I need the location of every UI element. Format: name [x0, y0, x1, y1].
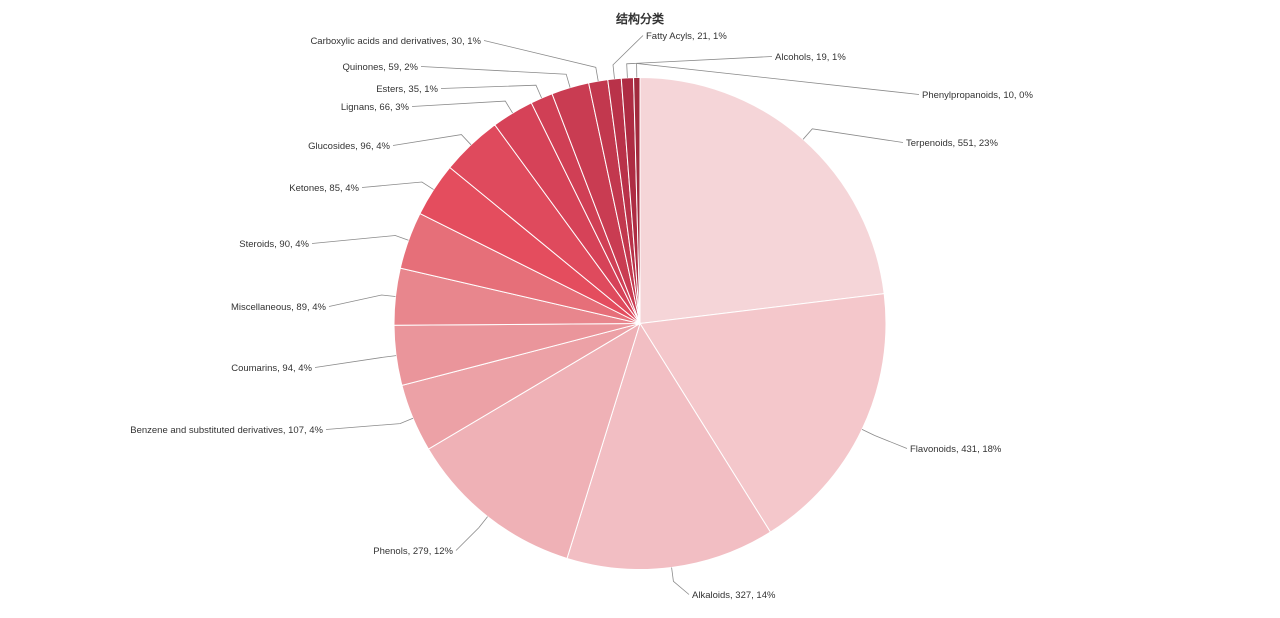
leader-line-alcohols: [626, 56, 773, 78]
leader-line-glucosides: [392, 134, 472, 146]
data-label-fatty-acyls: Fatty Acyls, 21, 1%: [646, 31, 727, 42]
data-label-alcohols: Alcohols, 19, 1%: [775, 52, 846, 63]
leader-line-esters: [440, 84, 542, 99]
data-label-flavonoids: Flavonoids, 431, 18%: [910, 444, 1002, 455]
leader-line-quinones: [420, 66, 571, 88]
data-label-glucosides: Glucosides, 96, 4%: [308, 141, 390, 152]
data-label-miscellaneous: Miscellaneous, 89, 4%: [231, 302, 327, 313]
data-label-esters: Esters, 35, 1%: [376, 84, 438, 95]
data-label-quinones: Quinones, 59, 2%: [342, 62, 418, 73]
data-label-lignans: Lignans, 66, 3%: [341, 102, 410, 113]
data-label-ketones: Ketones, 85, 4%: [289, 183, 359, 194]
data-label-phenylpropanoids: Phenylpropanoids, 10, 0%: [922, 90, 1033, 101]
leader-line-terpenoids: [802, 128, 904, 143]
leader-line-carboxylic-acids-and-derivatives: [483, 40, 599, 82]
leader-lines-layer: [311, 35, 920, 595]
data-label-alkaloids: Alkaloids, 327, 14%: [692, 590, 776, 601]
pie-slice-phenylpropanoids[interactable]: [633, 76, 641, 324]
leader-line-benzene-and-substituted-derivatives: [325, 417, 414, 430]
data-label-steroids: Steroids, 90, 4%: [239, 239, 309, 250]
leader-line-ketones: [361, 181, 434, 190]
labels-layer: Terpenoids, 551, 23% Flavonoids, 431, 18%…: [130, 31, 1033, 601]
data-label-benzene-and-substituted-derivatives: Benzene and substituted derivatives, 107…: [130, 425, 323, 436]
leader-line-phenylpropanoids: [636, 63, 920, 95]
data-label-coumarins: Coumarins, 94, 4%: [231, 363, 312, 374]
chart-title: 结构分类: [615, 12, 664, 26]
leader-line-fatty-acyls: [612, 35, 644, 79]
leader-line-alkaloids: [671, 567, 690, 595]
leader-line-miscellaneous: [328, 294, 396, 307]
leader-line-coumarins: [314, 355, 397, 368]
leader-line-lignans: [411, 100, 513, 114]
data-label-terpenoids: Terpenoids, 551, 23%: [906, 138, 998, 149]
data-label-carboxylic-acids-and-derivatives: Carboxylic acids and derivatives, 30, 1%: [310, 36, 481, 47]
slices-layer: [393, 76, 887, 571]
pie-slice-alkaloids[interactable]: [566, 322, 772, 571]
leader-line-flavonoids: [861, 429, 908, 449]
leader-line-phenols: [455, 516, 488, 551]
pie-slice-terpenoids[interactable]: [639, 76, 885, 325]
leader-line-steroids: [311, 235, 409, 244]
data-label-phenols: Phenols, 279, 12%: [373, 546, 453, 557]
